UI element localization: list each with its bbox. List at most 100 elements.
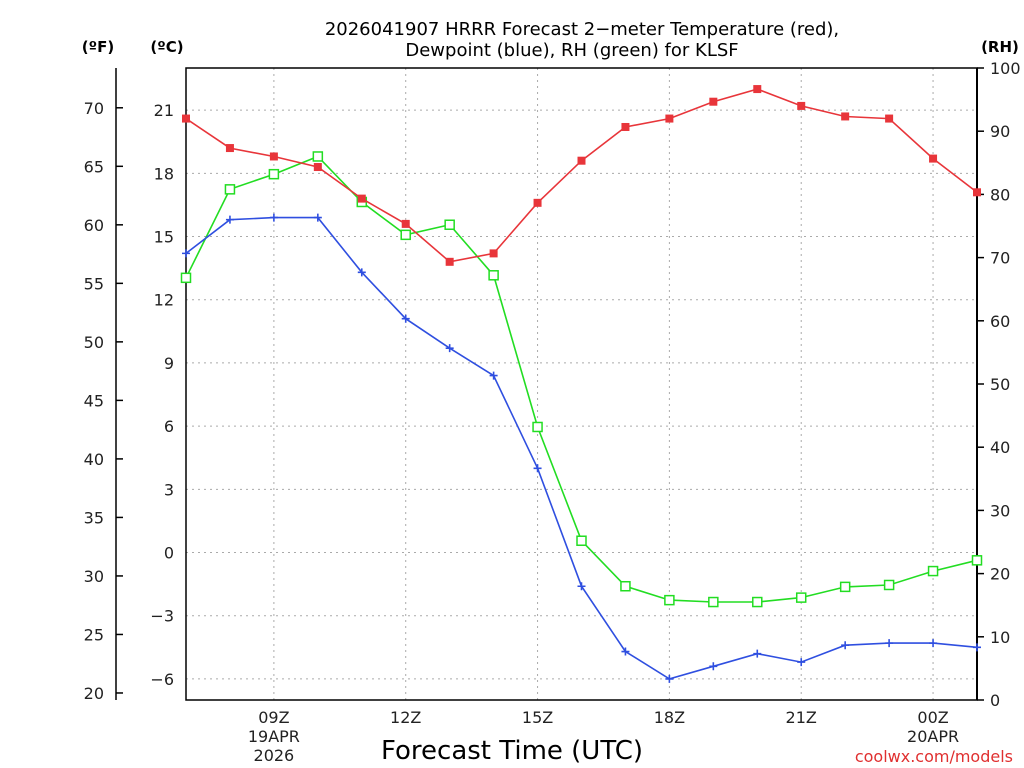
fahrenheit-unit-label: (ºF): [82, 38, 114, 56]
fahrenheit-tick-label: 30: [84, 567, 104, 586]
temperature-point: [577, 156, 586, 165]
fahrenheit-tick-label: 35: [84, 508, 104, 527]
x-tick-date-label: 20APR: [907, 727, 959, 746]
rh-line: [185, 155, 978, 603]
dewpoint-point: [841, 641, 850, 650]
fahrenheit-tick-label: 20: [84, 684, 104, 703]
rh-point: [839, 581, 851, 593]
celsius-tick-label: 12: [154, 291, 174, 310]
dewpoint-point: [225, 215, 234, 224]
temperature-point: [841, 112, 850, 121]
chart-title-line2: Dewpoint (blue), RH (green) for KLSF: [405, 40, 738, 61]
temperature-point: [665, 114, 674, 123]
rh-point: [620, 580, 631, 592]
rh-tick-label: 80: [990, 185, 1010, 204]
rh-point: [224, 184, 236, 195]
temperature-point: [709, 97, 718, 106]
fahrenheit-tick-label: 70: [84, 99, 104, 118]
temperature-line: [185, 88, 978, 263]
rh-point: [664, 594, 675, 606]
temperature-point: [489, 249, 498, 258]
temperature-point: [445, 257, 454, 266]
x-axis-title: Forecast Time (UTC): [381, 736, 643, 766]
rh-tick-label: 60: [990, 312, 1010, 331]
dewpoint-point: [577, 582, 586, 591]
temperature-point: [269, 152, 278, 161]
dewpoint-point: [929, 639, 938, 648]
rh-point: [180, 272, 192, 284]
rh-tick-label: 50: [990, 375, 1010, 394]
rh-tick-label: 30: [990, 501, 1010, 520]
temperature-point: [313, 163, 322, 172]
rh-tick-label: 10: [990, 628, 1010, 647]
dewpoint-point: [489, 371, 498, 380]
dewpoint-point: [401, 314, 410, 323]
celsius-unit-label: (ºC): [150, 38, 183, 56]
rh-unit-label: (RH): [981, 38, 1019, 56]
rh-point: [576, 535, 587, 546]
chart-title-line1: 2026041907 HRRR Forecast 2−meter Tempera…: [325, 19, 839, 40]
temperature-point: [533, 198, 542, 207]
rh-tick-label: 90: [990, 122, 1010, 141]
x-tick-label: 15Z: [522, 708, 553, 727]
dewpoint-point: [709, 662, 718, 671]
celsius-tick-label: 6: [164, 417, 174, 436]
celsius-tick-label: 0: [164, 544, 174, 563]
x-tick-label: 18Z: [654, 708, 685, 727]
celsius-tick-label: 3: [164, 480, 174, 499]
dewpoint-point: [973, 643, 981, 652]
x-tick-year-label: 2026: [254, 746, 295, 765]
x-tick-label: 00Z: [917, 708, 948, 727]
fahrenheit-tick-label: 55: [84, 274, 104, 293]
celsius-tick-label: 21: [154, 101, 174, 120]
temperature-point: [182, 114, 190, 123]
rh-tick-label: 100: [990, 59, 1021, 78]
rh-point: [532, 421, 543, 433]
axis-ticks: 211815129630−3−6706560555045403530252010…: [84, 59, 1021, 765]
x-tick-label: 09Z: [258, 708, 289, 727]
rh-tick-label: 40: [990, 438, 1010, 457]
x-tick-label: 12Z: [390, 708, 421, 727]
rh-point: [752, 596, 763, 608]
rh-point: [400, 229, 411, 241]
fahrenheit-tick-label: 60: [84, 216, 104, 235]
rh-point: [488, 270, 499, 281]
celsius-tick-label: 18: [154, 164, 174, 183]
dewpoint-point: [269, 213, 278, 222]
rh-tick-label: 70: [990, 249, 1010, 268]
credit-text: coolwx.com/models: [855, 747, 1013, 766]
dewpoint-point: [533, 464, 542, 473]
rh-point: [971, 555, 983, 566]
temperature-point: [357, 194, 366, 203]
rh-point: [312, 151, 324, 162]
fahrenheit-tick-label: 50: [84, 333, 104, 352]
rh-tick-label: 20: [990, 565, 1010, 584]
x-tick-label: 21Z: [786, 708, 817, 727]
temperature-point: [753, 85, 762, 94]
dewpoint-point: [313, 213, 322, 222]
dewpoint-line: [185, 216, 978, 680]
fahrenheit-tick-label: 45: [84, 391, 104, 410]
dewpoint-point: [621, 647, 630, 656]
fahrenheit-tick-label: 25: [84, 625, 104, 644]
temperature-point: [621, 122, 630, 131]
dewpoint-point: [445, 344, 454, 353]
rh-tick-label: 0: [990, 691, 1000, 710]
fahrenheit-tick-label: 40: [84, 450, 104, 469]
temperature-point: [401, 219, 410, 228]
dewpoint-point: [357, 268, 366, 277]
celsius-tick-label: 15: [154, 228, 174, 247]
temperature-point: [225, 144, 234, 153]
x-tick-date-label: 19APR: [248, 727, 300, 746]
temperature-point: [797, 101, 806, 110]
rh-point: [795, 592, 807, 603]
data-series: [180, 85, 983, 683]
temperature-point: [973, 188, 981, 197]
dewpoint-point: [665, 674, 674, 683]
temperature-point: [929, 154, 938, 163]
rh-point: [883, 579, 895, 591]
rh-point: [444, 219, 455, 230]
dewpoint-point: [885, 639, 894, 648]
celsius-tick-label: −3: [150, 607, 174, 626]
